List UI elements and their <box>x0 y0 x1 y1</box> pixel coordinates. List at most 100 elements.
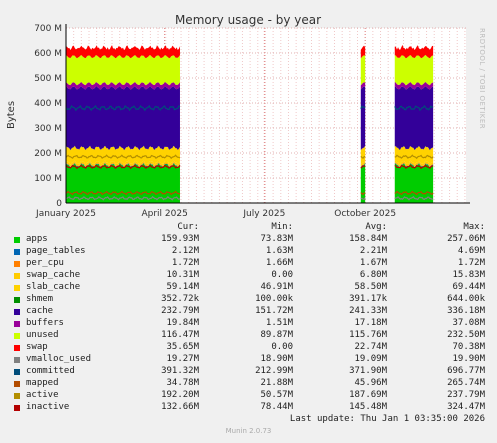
legend-min: 46.91M <box>260 282 293 292</box>
legend-row-unused: unused 116.47M 89.87M 115.76M 232.50M <box>0 330 497 342</box>
area-apps <box>360 163 366 203</box>
legend-name: cache <box>26 306 54 316</box>
line-committed <box>65 104 181 112</box>
area-swap_cache <box>66 160 180 167</box>
legend-row-page_tables: page_tables 2.12M 1.63M 2.21M 4.69M <box>0 246 497 258</box>
area-slab_cache <box>360 145 366 165</box>
legend-min: 50.57M <box>260 390 293 400</box>
legend-min: 0.00 <box>271 270 293 280</box>
legend-avg: 6.80M <box>359 270 387 280</box>
y-tick-label: 700 M <box>34 24 62 34</box>
legend-swatch <box>14 405 20 411</box>
area-swap_cache <box>394 160 434 167</box>
legend-avg: 19.09M <box>354 354 387 364</box>
area-apps <box>394 163 434 203</box>
legend-row-cache: cache 232.79M 151.72M 241.33M 336.18M <box>0 306 497 318</box>
legend-max: 37.08M <box>452 318 485 328</box>
legend-avg: 145.48M <box>349 402 387 412</box>
area-per_cpu <box>66 162 180 168</box>
y-tick-label: 300 M <box>34 124 62 134</box>
legend-cur: 116.47M <box>161 330 199 340</box>
header-cur: Cur: <box>177 222 199 232</box>
legend-cur: 35.65M <box>166 342 199 352</box>
legend-name: inactive <box>26 402 70 412</box>
legend-swatch <box>14 381 20 387</box>
area-cache <box>360 86 366 150</box>
legend-max: 324.47M <box>447 402 485 412</box>
legend-avg: 115.76M <box>349 330 387 340</box>
legend-name: per_cpu <box>26 258 64 268</box>
legend-max: 70.38M <box>452 342 485 352</box>
line-mapped <box>394 190 434 196</box>
legend-row-mapped: mapped 34.78M 21.88M 45.96M 265.74M <box>0 378 497 390</box>
legend-max: 265.74M <box>447 378 485 388</box>
legend-min: 78.44M <box>260 402 293 412</box>
y-axis-label: Bytes <box>6 101 17 129</box>
line-committed <box>360 105 366 110</box>
y-tick-label: 200 M <box>34 149 62 159</box>
legend-min: 21.88M <box>260 378 293 388</box>
y-tick-label: 100 M <box>34 174 62 184</box>
legend-min: 212.99M <box>255 366 293 376</box>
last-update: Last update: Thu Jan 1 03:35:00 2026 <box>289 414 485 424</box>
legend-swatch <box>14 297 20 303</box>
legend-name: mapped <box>26 378 59 388</box>
legend-avg: 58.50M <box>354 282 387 292</box>
legend-max: 257.06M <box>447 234 485 244</box>
legend-cur: 192.20M <box>161 390 199 400</box>
legend-min: 89.87M <box>260 330 293 340</box>
header-avg: Avg: <box>365 222 387 232</box>
legend-cur: 19.84M <box>166 318 199 328</box>
legend-swatch <box>14 261 20 267</box>
legend-max: 644.00k <box>447 294 485 304</box>
y-tick-label: 400 M <box>34 99 62 109</box>
area-slab_cache <box>66 145 180 165</box>
legend-min: 1.51M <box>265 318 293 328</box>
area-cache <box>66 86 180 151</box>
header-min: Min: <box>271 222 293 232</box>
legend-row-slab_cache: slab_cache 59.14M 46.91M 58.50M 69.44M <box>0 282 497 294</box>
area-swap <box>394 44 434 59</box>
legend-name: committed <box>26 366 75 376</box>
line-mapped <box>65 190 181 196</box>
legend-name: swap_cache <box>26 270 81 280</box>
legend-swatch <box>14 369 20 375</box>
legend-avg: 45.96M <box>354 378 387 388</box>
area-buffers <box>394 81 434 90</box>
line-vmalloc_used <box>360 197 366 201</box>
legend-cur: 59.14M <box>166 282 199 292</box>
legend-max: 696.77M <box>447 366 485 376</box>
legend-avg: 391.17k <box>349 294 387 304</box>
legend-name: slab_cache <box>26 282 81 292</box>
legend-avg: 2.21M <box>359 246 387 256</box>
legend-name: active <box>26 390 59 400</box>
x-tick-label: January 2025 <box>35 209 96 219</box>
legend-row-shmem: shmem 352.72k 100.00k 391.17k 644.00k <box>0 294 497 306</box>
legend-row-committed: committed 391.32M 212.99M 371.90M 696.77M <box>0 366 497 378</box>
line-series <box>65 104 434 201</box>
legend-header: Cur: Min: Avg: Max: <box>0 222 497 234</box>
legend-name: apps <box>26 234 48 244</box>
legend-avg: 187.69M <box>349 390 387 400</box>
legend-max: 237.79M <box>447 390 485 400</box>
area-swap_cache <box>360 160 366 167</box>
memory-usage-chart: 0 100 M 200 M 300 M 400 M 500 M 600 M 700 M Jan… <box>6 13 470 219</box>
y-tick-label: 500 M <box>34 74 62 84</box>
munin-version: Munin 2.0.73 <box>225 427 272 435</box>
legend-swatch <box>14 345 20 351</box>
legend-max: 336.18M <box>447 306 485 316</box>
y-tick-label: 600 M <box>34 49 62 59</box>
area-per_cpu <box>394 162 434 168</box>
area-unused <box>66 55 180 86</box>
legend-swatch <box>14 321 20 327</box>
legend-cur: 159.93M <box>161 234 199 244</box>
legend-max: 69.44M <box>452 282 485 292</box>
x-tick-label: July 2025 <box>242 209 285 219</box>
area-buffers <box>360 82 366 90</box>
legend-min: 1.63M <box>265 246 293 256</box>
legend-avg: 1.67M <box>359 258 387 268</box>
legend-name: buffers <box>26 318 64 328</box>
legend-cur: 10.31M <box>166 270 199 280</box>
legend-cur: 391.32M <box>161 366 199 376</box>
legend-max: 4.69M <box>457 246 485 256</box>
